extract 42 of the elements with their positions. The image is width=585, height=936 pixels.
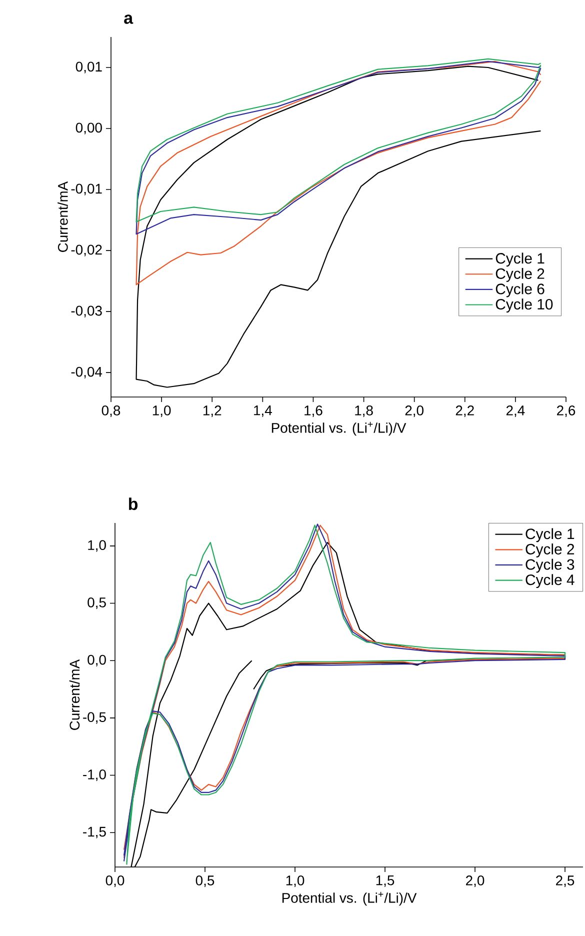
x-tick-label: 1,6 bbox=[304, 406, 322, 418]
x-tick-label: 2,5 bbox=[556, 876, 574, 888]
x-tick-label: 1,0 bbox=[152, 406, 171, 418]
legend-label: Cycle 4 bbox=[526, 574, 574, 588]
y-tick-label: -1,5 bbox=[83, 826, 106, 838]
y-tick-label: 0,00 bbox=[76, 122, 102, 134]
x-tick-label: 1,2 bbox=[203, 406, 222, 418]
y-tick-label: 0,01 bbox=[76, 62, 102, 74]
y-tick-label: -0,03 bbox=[71, 306, 102, 318]
legend-label: Cycle 2 bbox=[526, 544, 574, 558]
x-tick-label: 0,8 bbox=[102, 406, 120, 418]
y-axis-title: Current/mA bbox=[69, 659, 80, 730]
y-tick-label: 0,5 bbox=[88, 597, 106, 610]
legend-label: Cycle 3 bbox=[526, 558, 574, 573]
y-tick-label: -0,04 bbox=[71, 366, 102, 378]
x-tick-label: 1,0 bbox=[286, 876, 304, 888]
x-axis-title: Potential vs. (Li$^{+}$/Li)/V bbox=[282, 892, 417, 906]
y-axis-title: Current/mA bbox=[58, 181, 68, 252]
y-tick-label: 1,0 bbox=[88, 540, 106, 552]
x-tick-label: 0,5 bbox=[196, 876, 214, 888]
x-axis-title: Potential vs. (Li$^{+}$/Li)/V bbox=[272, 422, 406, 436]
x-tick-label: 2,6 bbox=[557, 406, 576, 418]
x-tick-label: 1,8 bbox=[355, 406, 373, 418]
legend-label: Cycle 10 bbox=[496, 298, 553, 313]
x-tick-label: 2,4 bbox=[506, 406, 525, 418]
x-tick-label: 0,0 bbox=[106, 876, 124, 888]
y-tick-label: -0,02 bbox=[71, 244, 102, 256]
legend-label: Cycle 2 bbox=[496, 268, 544, 282]
legend-label: Cycle 1 bbox=[496, 252, 544, 267]
legend-label: Cycle 1 bbox=[526, 528, 574, 542]
y-tick-label: 0,0 bbox=[88, 654, 106, 666]
x-tick-label: 1,5 bbox=[376, 876, 394, 887]
x-tick-label: 2,0 bbox=[405, 406, 424, 418]
x-tick-label: 2,0 bbox=[466, 876, 484, 888]
y-tick-label: -0,5 bbox=[83, 712, 106, 724]
y-tick-label: -1,0 bbox=[83, 769, 106, 782]
x-tick-label: 2,2 bbox=[456, 406, 474, 418]
chart-title: b bbox=[128, 498, 138, 510]
y-tick-label: -0,01 bbox=[71, 184, 102, 196]
chart-title: a bbox=[124, 14, 134, 24]
x-tick-label: 1,4 bbox=[254, 406, 272, 417]
legend-label: Cycle 6 bbox=[496, 283, 544, 298]
